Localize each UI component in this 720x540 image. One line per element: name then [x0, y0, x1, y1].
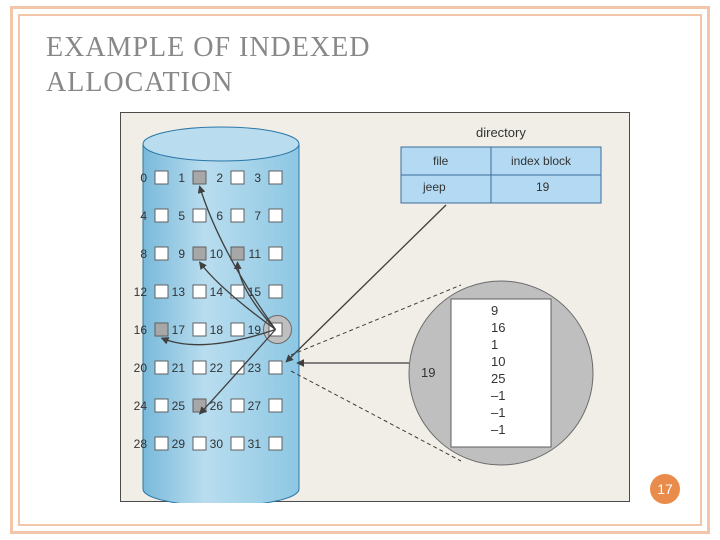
svg-text:directory: directory: [476, 125, 526, 140]
svg-text:11: 11: [249, 247, 262, 261]
svg-text:7: 7: [254, 209, 261, 223]
svg-text:29: 29: [172, 437, 186, 451]
svg-text:28: 28: [134, 437, 148, 451]
svg-text:10: 10: [491, 354, 505, 369]
svg-text:jeep: jeep: [422, 180, 446, 194]
svg-text:0: 0: [140, 171, 147, 185]
svg-text:–1: –1: [491, 422, 505, 437]
svg-text:6: 6: [216, 209, 223, 223]
svg-text:25: 25: [491, 371, 505, 386]
svg-text:23: 23: [248, 361, 262, 375]
title-line2: ALLOCATION: [46, 67, 233, 98]
svg-text:–1: –1: [491, 388, 505, 403]
svg-text:4: 4: [140, 209, 147, 223]
svg-text:12: 12: [134, 285, 148, 299]
svg-text:16: 16: [134, 323, 148, 337]
svg-text:file: file: [433, 154, 449, 168]
svg-text:27: 27: [248, 399, 262, 413]
svg-text:19: 19: [421, 365, 435, 380]
svg-text:30: 30: [210, 437, 224, 451]
svg-text:18: 18: [210, 323, 224, 337]
title-line1: EXAMPLE OF INDEXED: [46, 32, 370, 63]
page-number: 17: [657, 481, 673, 497]
svg-text:9: 9: [178, 247, 185, 261]
page-title: EXAMPLE OF INDEXED ALLOCATION: [46, 30, 370, 100]
svg-text:25: 25: [172, 399, 186, 413]
svg-text:14: 14: [210, 285, 224, 299]
svg-text:22: 22: [210, 361, 224, 375]
svg-text:21: 21: [172, 361, 186, 375]
svg-text:3: 3: [254, 171, 261, 185]
svg-text:16: 16: [491, 320, 505, 335]
svg-text:24: 24: [134, 399, 148, 413]
diagram-svg: 0123456789101112131415161718192021222324…: [121, 113, 631, 503]
svg-text:2: 2: [216, 171, 223, 185]
svg-text:5: 5: [178, 209, 185, 223]
svg-text:13: 13: [172, 285, 186, 299]
svg-text:17: 17: [172, 323, 186, 337]
svg-text:index block: index block: [511, 154, 572, 168]
indexed-allocation-diagram: 0123456789101112131415161718192021222324…: [120, 112, 630, 502]
svg-text:9: 9: [491, 303, 498, 318]
page-number-badge: 17: [650, 474, 680, 504]
svg-text:1: 1: [178, 171, 185, 185]
svg-text:19: 19: [536, 180, 550, 194]
svg-text:10: 10: [210, 247, 224, 261]
svg-text:20: 20: [134, 361, 148, 375]
svg-text:31: 31: [248, 437, 262, 451]
svg-text:1: 1: [491, 337, 498, 352]
svg-text:8: 8: [140, 247, 147, 261]
svg-text:–1: –1: [491, 405, 505, 420]
